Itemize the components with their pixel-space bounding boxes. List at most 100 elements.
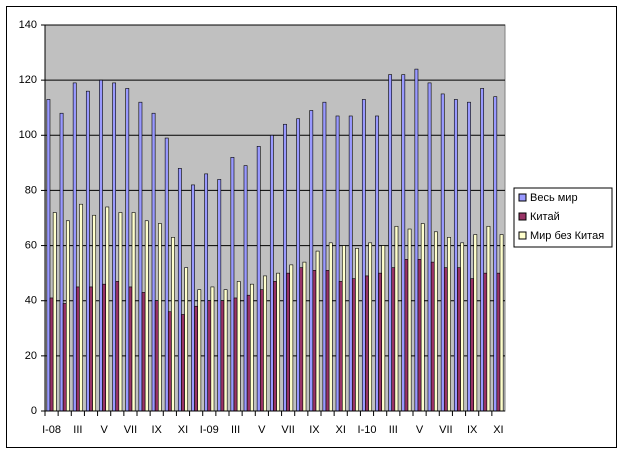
bar	[184, 267, 189, 412]
y-tick-label: 20	[25, 350, 37, 362]
bar	[171, 237, 175, 412]
bar	[299, 267, 304, 412]
bar	[233, 297, 238, 412]
bar	[443, 267, 448, 412]
bar	[473, 234, 478, 412]
bar	[52, 212, 57, 412]
legend-box	[513, 187, 613, 248]
y-tick-label: 60	[25, 239, 37, 251]
bar	[381, 245, 386, 412]
bar	[470, 278, 475, 412]
bar	[263, 275, 267, 412]
bar	[164, 137, 169, 412]
x-tick-label: XI	[336, 424, 346, 436]
bar	[181, 314, 185, 412]
bar	[499, 234, 504, 412]
bar	[85, 90, 90, 412]
bar	[480, 88, 485, 412]
bar	[89, 286, 93, 412]
y-tick-label: 140	[19, 19, 37, 31]
bar	[404, 259, 409, 412]
x-tick-label: IX	[152, 424, 163, 436]
bar	[361, 99, 366, 412]
bar	[414, 68, 419, 412]
x-tick-label: I-10	[358, 424, 377, 436]
bar	[457, 267, 461, 412]
y-tick-label: 40	[25, 295, 37, 307]
bar	[259, 289, 264, 412]
bar	[249, 283, 254, 412]
bar	[309, 110, 314, 412]
y-tick-label: 100	[19, 129, 37, 141]
bar	[256, 146, 261, 412]
bar	[243, 165, 248, 412]
bar	[194, 305, 199, 412]
bar	[204, 173, 209, 412]
bar	[453, 99, 458, 412]
bar	[325, 270, 330, 412]
x-tick-label: III	[389, 424, 398, 436]
legend-label: Китай	[530, 211, 560, 223]
bar	[365, 275, 369, 412]
bar	[105, 206, 110, 412]
bar	[496, 272, 501, 412]
x-tick-label: III	[231, 424, 240, 436]
bar	[102, 283, 107, 412]
bar	[315, 250, 320, 412]
x-tick-label: XI	[493, 424, 503, 436]
legend-swatch	[518, 193, 527, 202]
bar	[46, 99, 51, 412]
bar	[417, 259, 422, 412]
bar	[157, 223, 162, 412]
bar	[276, 272, 281, 412]
x-tick-label: V	[416, 424, 424, 436]
bar	[220, 300, 225, 412]
bar	[283, 123, 287, 412]
x-tick-label: V	[258, 424, 266, 436]
bar	[348, 115, 353, 412]
bar	[49, 297, 54, 412]
bar	[210, 286, 215, 412]
bar	[296, 118, 301, 412]
bar	[322, 101, 327, 412]
bar	[230, 157, 235, 412]
bar	[493, 96, 498, 412]
bar	[217, 179, 222, 412]
x-tick-label: XI	[178, 424, 188, 436]
bar	[286, 272, 291, 412]
bar	[197, 289, 202, 412]
bar	[131, 212, 136, 412]
bar	[144, 220, 149, 412]
bar	[151, 112, 156, 412]
bar	[335, 115, 340, 412]
x-tick-label: I-08	[42, 424, 61, 436]
bar	[427, 82, 432, 412]
bar	[368, 242, 373, 412]
bar	[115, 281, 120, 412]
bar	[138, 101, 143, 412]
bar	[388, 74, 393, 412]
legend-swatch	[518, 212, 527, 221]
bar	[289, 264, 294, 412]
bar	[59, 112, 64, 412]
bar	[118, 212, 123, 412]
bar	[355, 248, 359, 412]
bar	[128, 286, 133, 412]
bar	[312, 270, 317, 412]
bar	[328, 242, 333, 412]
bar	[273, 281, 277, 412]
bar	[177, 168, 182, 412]
bar	[407, 228, 412, 412]
legend-label: Мир без Китая	[530, 230, 604, 242]
bar	[207, 300, 212, 412]
bar	[112, 82, 117, 412]
legend-label: Весь мир	[530, 192, 578, 204]
bar	[391, 267, 396, 412]
bar	[141, 292, 146, 412]
bar	[351, 278, 356, 412]
bar	[154, 300, 159, 412]
bar	[75, 286, 80, 412]
legend-swatch	[518, 231, 527, 240]
bar	[341, 245, 346, 412]
x-tick-label: IX	[467, 424, 478, 436]
